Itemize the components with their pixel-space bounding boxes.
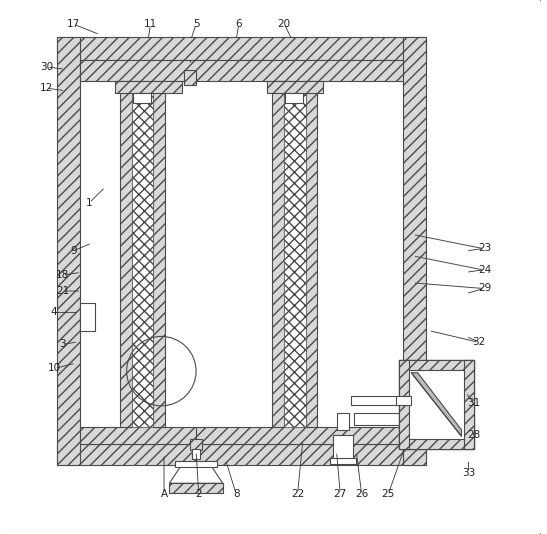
Bar (57, 444, 426, 465)
Text: 25: 25 (382, 489, 395, 499)
Text: 5: 5 (193, 19, 200, 29)
Text: 32: 32 (473, 337, 486, 347)
Bar (403, 37, 426, 465)
Text: 1: 1 (86, 198, 92, 208)
Text: 9: 9 (70, 246, 77, 256)
Bar (80, 303, 95, 331)
Bar (306, 81, 317, 427)
Bar (399, 360, 409, 449)
Bar (115, 81, 182, 93)
Bar (192, 449, 200, 459)
Bar (351, 396, 399, 405)
Bar (170, 483, 223, 493)
Bar (333, 435, 353, 459)
Text: 18: 18 (56, 270, 69, 280)
Bar (184, 70, 196, 85)
Bar (399, 360, 474, 370)
Bar (190, 439, 202, 450)
Bar (399, 439, 474, 449)
Text: 26: 26 (355, 489, 368, 499)
Bar (285, 93, 303, 103)
Bar (284, 81, 306, 427)
Text: 27: 27 (334, 489, 347, 499)
Text: 20: 20 (278, 19, 291, 29)
Polygon shape (411, 373, 462, 436)
Bar (57, 37, 426, 60)
Text: 17: 17 (67, 19, 80, 29)
Bar (57, 37, 80, 465)
Bar (80, 427, 403, 444)
Text: 30: 30 (40, 62, 53, 72)
Text: A: A (160, 489, 167, 499)
Bar (132, 81, 153, 427)
Text: 6: 6 (235, 19, 242, 29)
Bar (330, 458, 356, 464)
Bar (133, 93, 150, 103)
Bar (397, 396, 411, 405)
Bar (337, 413, 349, 430)
Text: 21: 21 (56, 286, 69, 296)
Text: 12: 12 (40, 83, 53, 93)
Bar (153, 81, 165, 427)
Bar (80, 60, 403, 81)
Text: 28: 28 (467, 430, 480, 440)
Bar (353, 413, 426, 425)
Polygon shape (170, 467, 223, 483)
Bar (120, 81, 132, 427)
FancyBboxPatch shape (3, 0, 544, 534)
Text: 3: 3 (59, 340, 66, 349)
Text: 10: 10 (48, 364, 61, 373)
Text: 4: 4 (50, 308, 57, 317)
Bar (399, 360, 474, 449)
Bar (464, 360, 474, 449)
Bar (267, 81, 323, 93)
Text: 11: 11 (144, 19, 158, 29)
Text: 22: 22 (291, 489, 304, 499)
Text: 2: 2 (195, 489, 202, 499)
Text: 29: 29 (478, 284, 491, 293)
Text: 23: 23 (478, 244, 491, 253)
Text: 31: 31 (467, 398, 480, 408)
Bar (272, 81, 284, 427)
Text: 8: 8 (233, 489, 240, 499)
Text: 33: 33 (462, 468, 475, 477)
Bar (174, 461, 217, 467)
Text: 24: 24 (478, 265, 491, 274)
